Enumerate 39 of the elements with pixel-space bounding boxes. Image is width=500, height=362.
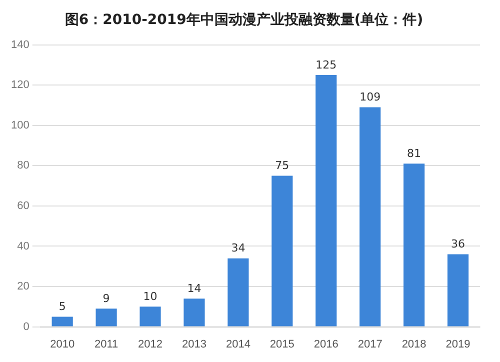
y-tick-label: 40 bbox=[17, 240, 30, 252]
bar bbox=[184, 298, 205, 326]
y-tick-label: 120 bbox=[10, 79, 30, 92]
bar bbox=[272, 176, 293, 326]
y-tick-label: 20 bbox=[17, 280, 30, 293]
data-label: 14 bbox=[187, 282, 202, 295]
x-tick-label: 2011 bbox=[94, 338, 118, 350]
data-label: 81 bbox=[407, 147, 422, 160]
bar bbox=[52, 316, 73, 326]
data-label: 75 bbox=[275, 159, 290, 172]
x-tick-label: 2016 bbox=[314, 338, 338, 350]
y-tick-label: 80 bbox=[17, 160, 30, 172]
bar bbox=[316, 75, 337, 326]
y-tick-label: 140 bbox=[10, 38, 30, 51]
bar bbox=[140, 306, 161, 326]
bar bbox=[228, 258, 249, 326]
bar bbox=[96, 308, 117, 326]
data-label: 125 bbox=[316, 58, 337, 72]
x-tick-label: 2017 bbox=[358, 338, 382, 350]
y-tick-label: 100 bbox=[10, 119, 30, 132]
x-tick-label: 2019 bbox=[446, 338, 470, 350]
data-label: 34 bbox=[231, 242, 246, 255]
x-tick-label: 2018 bbox=[402, 338, 426, 350]
y-tick-label: 0 bbox=[23, 320, 30, 333]
x-tick-label: 2012 bbox=[138, 338, 163, 350]
data-label: 10 bbox=[143, 290, 158, 304]
data-label: 109 bbox=[360, 90, 381, 104]
chart-title: 图6：2010-2019年中国动漫产业投融资数量(单位：件) bbox=[64, 11, 424, 28]
data-label: 9 bbox=[102, 292, 110, 306]
bar bbox=[404, 164, 425, 326]
x-tick-label: 2013 bbox=[182, 338, 206, 350]
data-label: 36 bbox=[451, 238, 466, 251]
y-tick-label: 60 bbox=[17, 200, 30, 212]
x-tick-label: 2015 bbox=[270, 338, 294, 350]
x-tick-label: 2010 bbox=[50, 338, 75, 350]
data-label: 5 bbox=[58, 300, 66, 314]
x-tick-label: 2014 bbox=[226, 338, 250, 350]
bar bbox=[360, 107, 381, 326]
bar bbox=[447, 254, 469, 326]
